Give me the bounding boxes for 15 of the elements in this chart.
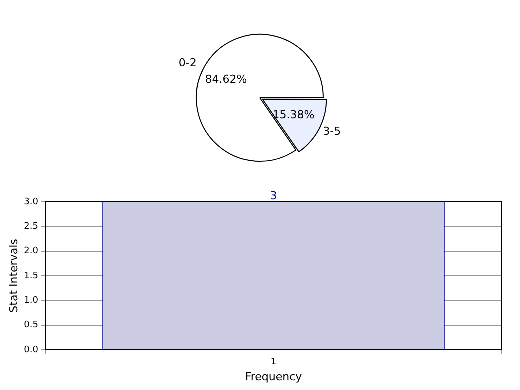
y-tick-label: 3.0 (24, 197, 39, 208)
y-tick-label: 2.5 (24, 222, 39, 232)
slice-label: 3-5 (323, 125, 342, 138)
x-tick-label: 1 (270, 358, 277, 368)
x-axis-title: Frequency (245, 370, 303, 384)
y-tick-label: 1.0 (24, 296, 39, 306)
slice-label: 0-2 (178, 56, 197, 70)
y-tick-label: 1.5 (24, 271, 39, 282)
data-label: 15.38% (272, 108, 315, 122)
y-tick-label: 2.0 (24, 246, 39, 257)
y-axis-title: Stat Intervals (7, 238, 20, 313)
data-label: 3 (270, 189, 278, 202)
data-label: 84.62% (205, 73, 248, 86)
y-tick-label: 0.5 (24, 320, 39, 331)
y-tick-label: 0.0 (24, 345, 39, 356)
